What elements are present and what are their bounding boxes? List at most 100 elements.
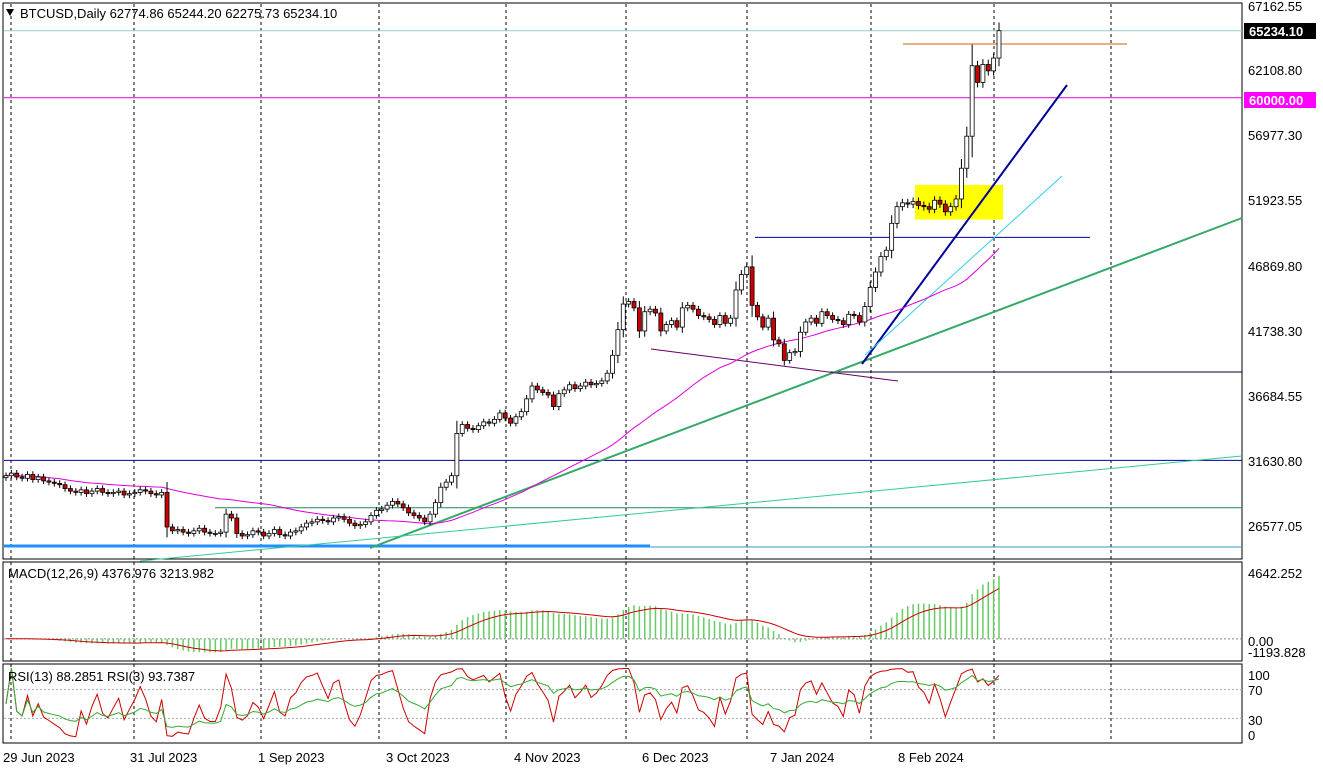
candle-body (347, 518, 352, 524)
rsi-axis-label: 0 (1248, 728, 1255, 743)
rsi-label: RSI(13) 88.2851 RSI(3) 93.7387 (8, 669, 195, 684)
candle-body (212, 532, 218, 535)
candle-body (889, 222, 895, 251)
rsi-axis-label: 70 (1248, 683, 1262, 698)
candle-body (588, 381, 594, 386)
candle-body (696, 308, 701, 316)
candle-body (959, 167, 964, 200)
candle-body (78, 489, 84, 493)
candle-body (996, 30, 1002, 59)
time-axis-label: 31 Jul 2023 (130, 750, 197, 765)
candle-body (202, 527, 208, 533)
candle-body (395, 500, 401, 505)
candle-body (722, 315, 728, 324)
candle-body (84, 489, 89, 495)
horizontal-lines (4, 30, 1242, 548)
candle-body (776, 339, 782, 345)
candle-body (792, 351, 798, 354)
candle-body (626, 301, 632, 305)
candle-body (969, 65, 975, 137)
candle-body (218, 531, 224, 534)
main-chart-frame (2, 2, 1243, 560)
candle-body (406, 507, 411, 514)
candle-body (271, 529, 277, 534)
candle-body (497, 412, 503, 420)
candle-body (980, 64, 986, 83)
candle-body (454, 433, 460, 477)
candle-body (341, 516, 347, 520)
candle-body (486, 421, 492, 424)
candle-body (331, 517, 336, 523)
candle-body (368, 515, 374, 523)
price-axis-label: 46869.80 (1248, 259, 1302, 274)
candle-body (738, 274, 744, 291)
candle-body (51, 481, 57, 484)
candle-body (964, 135, 970, 169)
candle-body (583, 381, 589, 387)
candle-body (105, 491, 111, 495)
candle-body (524, 398, 530, 413)
candle-body (502, 412, 508, 419)
candle-body (594, 383, 599, 386)
candle-body (25, 474, 30, 479)
candle-body (905, 202, 911, 205)
current-price-tag-text: 65234.10 (1249, 24, 1303, 39)
candle-body (379, 508, 385, 511)
candle-body (325, 520, 331, 523)
candle-body (336, 516, 342, 519)
candle-body (400, 503, 406, 509)
candle-body (416, 515, 422, 519)
candle-body (604, 372, 610, 382)
macd-axis-label: 4642.252 (1248, 566, 1302, 581)
candle-body (556, 393, 562, 407)
price-axis-label: 51923.55 (1248, 193, 1302, 208)
candle-body (819, 311, 825, 324)
candle-body (239, 532, 245, 537)
price-axis-label: 67162.55 (1248, 0, 1302, 14)
candle-body (610, 354, 615, 374)
candle-body (508, 417, 513, 424)
candle-body (234, 517, 240, 534)
candle-body (669, 320, 674, 325)
candle-body (110, 491, 116, 495)
candle-body (89, 490, 95, 495)
dropdown-triangle-icon[interactable] (6, 9, 14, 16)
candle-body (926, 206, 932, 210)
rsi3-line (5, 667, 1000, 738)
candle-body (384, 504, 390, 510)
candle-body (298, 526, 304, 532)
price-axis: 67162.55 62108.80 56977.30 51923.55 4686… (1248, 0, 1302, 534)
candle-body (899, 202, 905, 208)
candle-body (433, 502, 438, 515)
candle-body (229, 513, 234, 519)
macd-pane-frame (2, 561, 1243, 662)
candle-body (808, 317, 814, 323)
candle-body (862, 306, 868, 323)
time-axis-label: 29 Jun 2023 (3, 750, 75, 765)
candle-body (363, 521, 369, 525)
candle-body (153, 493, 159, 496)
candle-body (937, 199, 943, 205)
candle-body (143, 489, 148, 492)
candle-body (712, 319, 717, 325)
macd-axis-label: -1193.828 (1248, 645, 1306, 660)
candle-body (948, 206, 954, 213)
candle-body (814, 317, 819, 324)
price-axis-label: 31630.80 (1248, 454, 1302, 469)
candle-body (771, 317, 776, 341)
candle-body (744, 266, 750, 275)
rsi13-line (5, 667, 1000, 728)
candle-body (803, 321, 809, 333)
candle-body (679, 307, 685, 328)
candles (3, 22, 1002, 540)
candle-body (191, 530, 197, 534)
candle-body (932, 199, 937, 210)
candle-body (577, 385, 583, 390)
candle-body (781, 343, 787, 361)
candle-body (647, 308, 653, 313)
candle-body (116, 490, 122, 493)
candle-body (175, 529, 181, 532)
candle-body (636, 307, 642, 332)
candle-body (277, 529, 283, 536)
